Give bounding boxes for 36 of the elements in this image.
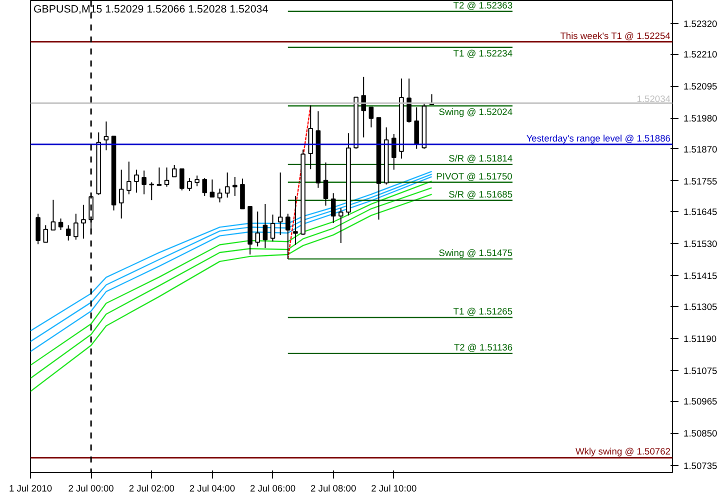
y-tick-label: 1.51190 bbox=[684, 334, 717, 344]
ref-line-label: Yesterday's range level @ 1.51886 bbox=[526, 133, 670, 144]
x-tick-label: 2 Jul 02:00 bbox=[128, 484, 174, 494]
x-tick-label: 2 Jul 08:00 bbox=[310, 484, 356, 494]
series-label: T1 @ 1.52234 bbox=[453, 48, 513, 58]
series-label: Swing @ 1.52024 bbox=[438, 106, 513, 117]
y-tick-label: 1.50850 bbox=[684, 428, 718, 439]
y-tick-label: 1.51755 bbox=[684, 176, 718, 186]
y-tick-label: 1.51870 bbox=[684, 144, 718, 154]
y-tick-label: 1.52320 bbox=[684, 18, 718, 29]
series-label: T2 @ 1.52363 bbox=[453, 0, 513, 10]
x-tick-label: 2 Jul 04:00 bbox=[189, 484, 236, 494]
series-label: Swing @ 1.51475 bbox=[438, 248, 513, 258]
y-tick-label: 1.51530 bbox=[684, 239, 718, 250]
series-label: S/R @ 1.51814 bbox=[448, 153, 513, 164]
ref-line-label: Wkly swing @ 1.50762 bbox=[575, 446, 671, 457]
series-label: T2 @ 1.51136 bbox=[454, 342, 513, 352]
ref-line-label: 1.52034 bbox=[636, 94, 671, 104]
x-tick-label: 2 Jul 10:00 bbox=[371, 484, 417, 494]
x-tick-label: 2 Jul 06:00 bbox=[250, 484, 296, 494]
y-tick-label: 1.51415 bbox=[684, 271, 718, 282]
y-tick-label: 1.50735 bbox=[684, 460, 718, 471]
x-tick-label: 2 Jul 00:00 bbox=[68, 484, 114, 494]
series-label: S/R @ 1.51685 bbox=[448, 189, 513, 200]
y-tick-label: 1.50965 bbox=[684, 396, 718, 407]
chart-title: GBPUSD,M15 1.52029 1.52066 1.52028 1.52034 bbox=[34, 4, 268, 16]
y-tick-label: 1.51645 bbox=[684, 207, 718, 218]
y-tick-label: 1.51075 bbox=[684, 366, 718, 376]
x-tick-label: 1 Jul 2010 bbox=[8, 484, 52, 494]
y-tick-label: 1.52095 bbox=[684, 82, 718, 92]
y-tick-label: 1.51980 bbox=[684, 114, 718, 124]
series-label: PIVOT @ 1.51750 bbox=[436, 171, 512, 182]
series-label: T1 @ 1.51265 bbox=[453, 306, 513, 316]
ref-line-label: This week's T1 @ 1.52254 bbox=[560, 30, 670, 41]
y-tick-label: 1.51305 bbox=[684, 302, 718, 312]
y-tick-label: 1.52210 bbox=[684, 50, 718, 60]
